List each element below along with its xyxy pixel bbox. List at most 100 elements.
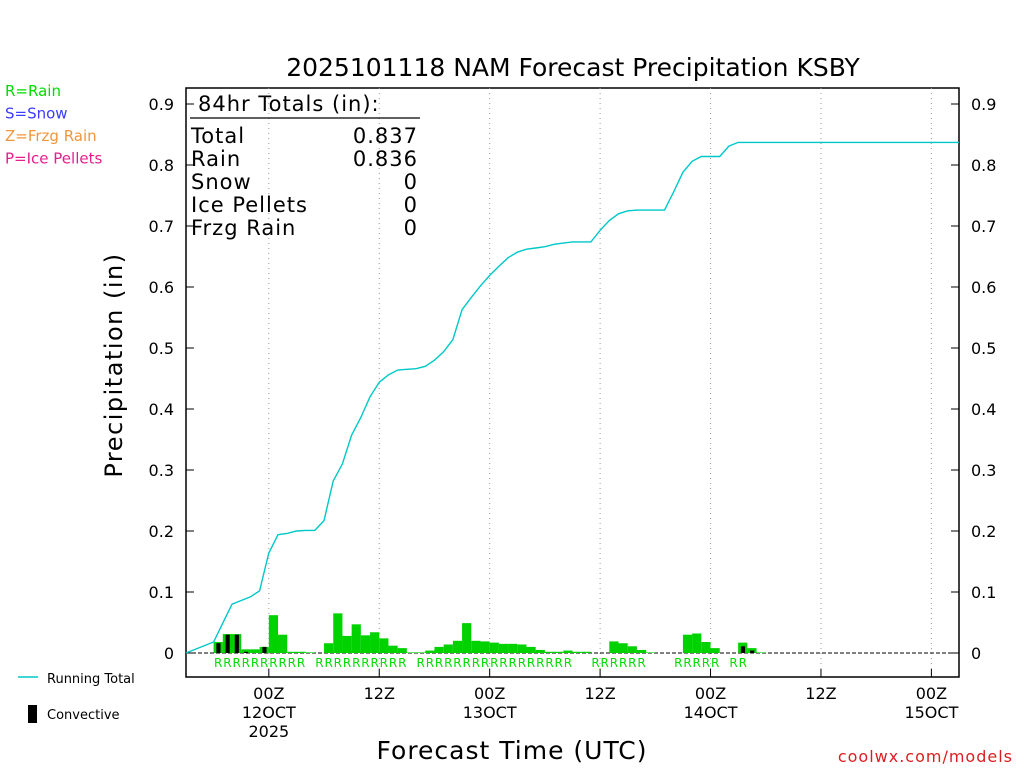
x-tick-label: 00Z	[474, 684, 505, 703]
ptype-letter: R	[637, 656, 645, 670]
y-tick-label-right: 0.9	[971, 95, 996, 114]
running-total-line	[185, 141, 959, 654]
precip-bar	[416, 652, 426, 653]
totals-row-value: 0	[404, 170, 418, 194]
ptype-letter: R	[435, 656, 443, 670]
y-tick-label-right: 0.4	[971, 400, 996, 419]
y-tick-label-left: 0.5	[149, 339, 174, 358]
y-tick-label-right: 0.5	[971, 339, 996, 358]
bottom-legend: Running Total Convective	[18, 672, 135, 723]
precip-bar	[278, 634, 288, 653]
convective-bar	[740, 646, 746, 653]
ptype-letter: R	[674, 656, 682, 670]
totals-rows: Total 0.837 Rain 0.836 Snow 0 Ice Pellets 0 Frzg…	[190, 124, 418, 240]
convective-bar	[234, 634, 239, 653]
y-tick-label-left: 0.4	[149, 400, 174, 419]
ptype-letter: R	[389, 656, 397, 670]
y-tick-label-left: 0.1	[149, 583, 174, 602]
precip-bar	[517, 644, 527, 653]
ptype-letter: R	[693, 656, 701, 670]
ptype-letter: R	[380, 656, 388, 670]
precip-bar	[572, 651, 582, 653]
grid-lines	[268, 88, 932, 677]
ptype-letter: R	[729, 656, 737, 670]
ptype-letter: R	[352, 656, 360, 670]
ptype-letter: R	[343, 656, 351, 670]
precip-bar	[535, 649, 545, 653]
precip-bar	[563, 650, 573, 653]
precip-bar	[581, 651, 591, 653]
chart-title: 2025101118 NAM Forecast Precipitation KS…	[286, 53, 860, 82]
ptype-letter: R	[472, 656, 480, 670]
convective-legend-label: Convective	[47, 708, 120, 723]
x-tick-label: 12OCT	[242, 703, 296, 722]
precip-bar	[443, 644, 453, 653]
precip-bar	[636, 649, 647, 653]
precip-bar	[333, 613, 343, 653]
ptype-letter: R	[545, 656, 553, 670]
precip-bar	[397, 648, 407, 653]
credit-text: coolwx.com/models	[838, 747, 1013, 766]
precip-bar	[370, 632, 380, 653]
y-tick-label-right: 0.6	[971, 278, 996, 297]
x-tick-label: 00Z	[695, 684, 726, 703]
precip-bar	[305, 652, 315, 653]
y-axis: 0 00.1 0.10.2 0.20.3 0.30.4 0.40.5 0.50.6 0.60.…	[149, 95, 997, 663]
totals-row-value: 0.837	[353, 124, 418, 148]
ptype-letter: R	[269, 656, 277, 670]
precip-bar	[692, 633, 702, 653]
y-tick-label-right: 0.3	[971, 461, 996, 480]
totals-header: 84hr Totals (in):	[198, 92, 380, 116]
ptype-letter: R	[453, 656, 461, 670]
ptype-letter: R	[518, 656, 526, 670]
totals-row-label: Ice Pellets	[191, 193, 308, 217]
x-tick-label: 00Z	[253, 684, 284, 703]
ptype-letter: R	[702, 656, 710, 670]
ptype-letter: R	[288, 656, 296, 670]
precip-bar	[324, 643, 334, 653]
ptype-letter: R	[370, 656, 378, 670]
y-tick-label-left: 0.9	[149, 95, 174, 114]
ptype-letter: R	[361, 656, 369, 670]
precip-bar	[434, 646, 444, 653]
precip-bar	[489, 642, 499, 653]
ptype-letter: R	[444, 656, 452, 670]
ptype-letter: R	[509, 656, 517, 670]
ptype-letter: R	[398, 656, 406, 670]
y-axis-label: Precipitation (in)	[100, 252, 128, 477]
precip-bar	[268, 615, 279, 653]
precip-bar	[462, 623, 472, 653]
precip-bar	[406, 652, 417, 653]
ptype-legend-item: Z=Frzg Rain	[5, 127, 97, 145]
ptype-legend-item: S=Snow	[5, 105, 68, 123]
ptype-letter: R	[481, 656, 489, 670]
ptype-letter: R	[426, 656, 434, 670]
y-tick-label-right: 0.1	[971, 583, 996, 602]
ptype-letter: R	[619, 656, 627, 670]
ptype-letter: R	[610, 656, 618, 670]
precip-bar	[646, 652, 656, 653]
totals-row-value: 0.836	[353, 147, 418, 171]
precip-bar	[287, 651, 297, 653]
precip-bar	[388, 645, 398, 653]
x-tick-label: 00Z	[916, 684, 947, 703]
ptype-letter: R	[711, 656, 719, 670]
y-tick-label-left: 0.8	[149, 156, 174, 175]
precip-bar	[526, 646, 536, 653]
ptype-legend: R=Rain S=Snow Z=Frzg Rain P=Ice Pellets	[5, 82, 102, 168]
precip-bar	[471, 640, 481, 653]
x-tick-label: 12Z	[364, 684, 395, 703]
precip-bar	[618, 643, 628, 653]
precip-bar	[710, 648, 720, 653]
precip-bar	[627, 646, 637, 653]
convective-bar	[243, 651, 249, 653]
totals-box: 84hr Totals (in): Total 0.837 Rain 0.836 Sno…	[190, 92, 420, 240]
ptype-letter: R	[242, 656, 250, 670]
ptype-letter: R	[591, 656, 599, 670]
ptype-letter: R	[527, 656, 535, 670]
precip-bar	[452, 640, 463, 653]
x-tick-label: 15OCT	[904, 703, 958, 722]
